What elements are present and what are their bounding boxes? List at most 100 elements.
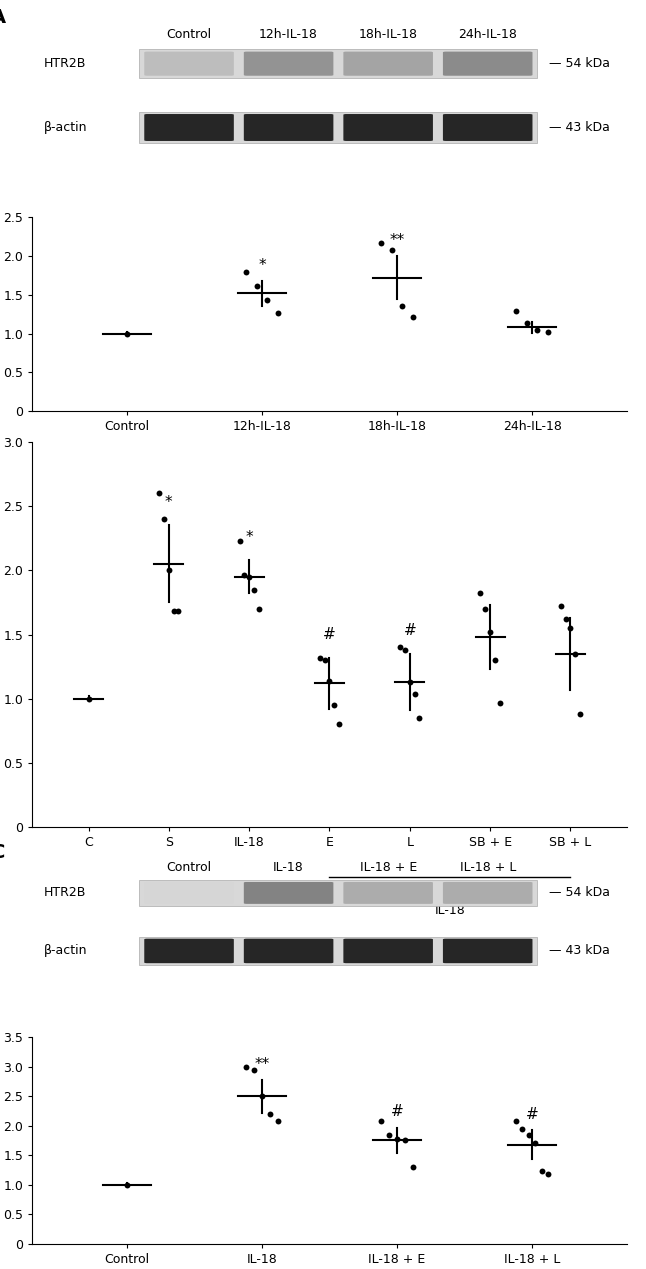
- Point: [121, 1175, 132, 1195]
- Point: [265, 1104, 275, 1124]
- Text: #: #: [323, 627, 336, 642]
- Point: [273, 1110, 284, 1131]
- Point: [392, 1128, 402, 1148]
- Point: [400, 640, 410, 660]
- Point: [163, 560, 174, 580]
- Point: [239, 565, 249, 585]
- Text: HTR2B: HTR2B: [44, 57, 87, 70]
- FancyBboxPatch shape: [344, 52, 433, 76]
- Point: [384, 1124, 394, 1145]
- Point: [404, 671, 415, 692]
- Text: **: **: [390, 233, 404, 249]
- Point: [511, 1110, 521, 1131]
- Text: *: *: [245, 529, 253, 544]
- FancyBboxPatch shape: [344, 939, 433, 963]
- Text: IL-18: IL-18: [273, 860, 304, 873]
- Point: [517, 1118, 528, 1138]
- Point: [530, 1133, 541, 1154]
- Point: [485, 622, 495, 642]
- Point: [575, 704, 585, 725]
- Point: [375, 233, 386, 254]
- Point: [254, 599, 264, 619]
- Point: [315, 647, 325, 667]
- Text: C: C: [0, 843, 5, 862]
- FancyBboxPatch shape: [140, 937, 537, 966]
- Text: β-actin: β-actin: [44, 944, 88, 957]
- FancyBboxPatch shape: [443, 882, 532, 904]
- Point: [324, 670, 335, 690]
- Text: #: #: [526, 1107, 539, 1122]
- Point: [375, 1110, 386, 1131]
- Point: [121, 324, 132, 344]
- Point: [561, 609, 571, 629]
- FancyBboxPatch shape: [140, 879, 537, 906]
- Point: [249, 580, 259, 600]
- Point: [400, 1131, 410, 1151]
- Text: — 54 kDa: — 54 kDa: [549, 57, 610, 70]
- Point: [556, 596, 566, 617]
- Point: [386, 240, 397, 260]
- Point: [159, 509, 169, 529]
- Text: #: #: [403, 623, 416, 638]
- FancyBboxPatch shape: [344, 114, 433, 141]
- Point: [320, 650, 330, 670]
- FancyBboxPatch shape: [244, 882, 333, 904]
- FancyBboxPatch shape: [443, 114, 532, 141]
- Point: [495, 693, 505, 713]
- Point: [480, 599, 490, 619]
- Point: [154, 483, 164, 504]
- Text: — 43 kDa: — 43 kDa: [549, 944, 610, 957]
- Point: [414, 708, 424, 728]
- Point: [240, 261, 251, 282]
- Text: HTR2B: HTR2B: [44, 887, 87, 900]
- Point: [262, 291, 273, 311]
- Point: [537, 1161, 547, 1181]
- Text: β-actin: β-actin: [44, 121, 88, 135]
- Point: [397, 296, 408, 316]
- Point: [532, 320, 543, 340]
- Text: Control: Control: [167, 860, 212, 873]
- Text: — 54 kDa: — 54 kDa: [549, 887, 610, 900]
- Text: IL-18 + L: IL-18 + L: [459, 860, 516, 873]
- Text: 18h-IL-18: 18h-IL-18: [359, 28, 418, 41]
- Text: *: *: [258, 258, 266, 273]
- Point: [334, 714, 344, 735]
- Point: [408, 1157, 419, 1178]
- Text: 12h-IL-18: 12h-IL-18: [259, 28, 318, 41]
- FancyBboxPatch shape: [140, 112, 537, 143]
- Point: [256, 1086, 267, 1107]
- Point: [543, 1164, 554, 1184]
- Point: [410, 684, 420, 704]
- FancyBboxPatch shape: [144, 939, 234, 963]
- FancyBboxPatch shape: [144, 882, 234, 904]
- Point: [490, 650, 500, 670]
- Text: *: *: [165, 495, 172, 510]
- FancyBboxPatch shape: [244, 114, 333, 141]
- Point: [521, 313, 532, 334]
- Point: [249, 1060, 259, 1080]
- FancyBboxPatch shape: [144, 52, 234, 76]
- Point: [173, 602, 183, 622]
- Text: A: A: [0, 9, 6, 28]
- Text: 24h-IL-18: 24h-IL-18: [458, 28, 517, 41]
- FancyBboxPatch shape: [443, 939, 532, 963]
- Point: [408, 306, 419, 326]
- Text: Control: Control: [167, 28, 212, 41]
- FancyBboxPatch shape: [244, 52, 333, 76]
- FancyBboxPatch shape: [443, 52, 532, 76]
- FancyBboxPatch shape: [144, 114, 234, 141]
- Point: [475, 584, 486, 604]
- Point: [83, 689, 94, 709]
- FancyBboxPatch shape: [140, 49, 537, 77]
- FancyBboxPatch shape: [244, 939, 333, 963]
- Point: [244, 566, 255, 586]
- Point: [570, 643, 580, 664]
- Point: [565, 618, 576, 638]
- Text: IL-18: IL-18: [435, 905, 465, 917]
- Text: **: **: [255, 1057, 269, 1071]
- Point: [251, 275, 262, 296]
- FancyBboxPatch shape: [344, 882, 433, 904]
- Point: [329, 695, 339, 716]
- Text: — 43 kDa: — 43 kDa: [549, 121, 610, 135]
- Point: [395, 637, 405, 657]
